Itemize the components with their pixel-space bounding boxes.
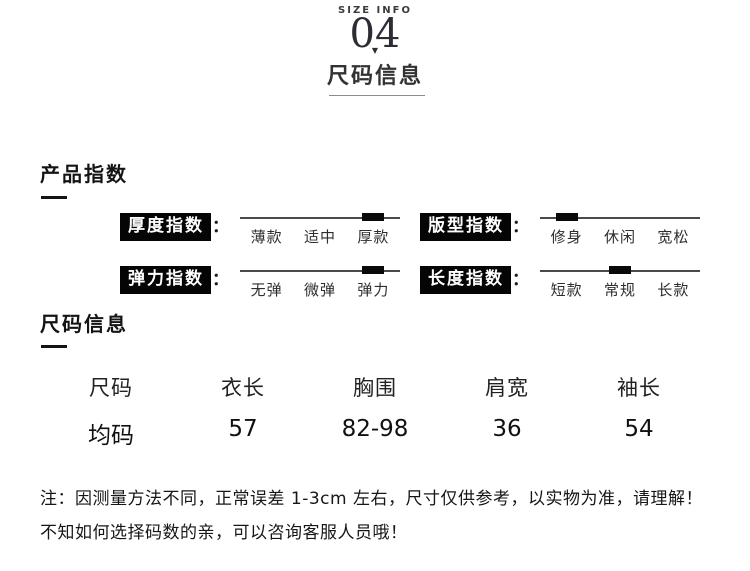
product-index-title: 产品指数 — [40, 162, 128, 186]
product-index-title-dash — [41, 196, 67, 199]
stretch-scale: 无弹 微弹 弹力 — [240, 266, 400, 310]
measurement-note: 注：因测量方法不同，正常误差 1-3cm 左右，尺寸仅供参考，以实物为准，请理解… — [40, 482, 730, 550]
scale-option: 长款 — [657, 281, 690, 299]
header-title: 尺码信息 — [326, 64, 423, 89]
fit-index-badge: 版型指数 — [420, 213, 511, 241]
scale-line — [240, 217, 400, 219]
thickness-scale: 薄款 适中 厚款 — [240, 213, 400, 257]
length-index: 长度指数 ： 短款 常规 长款 — [420, 266, 700, 310]
scale-option: 常规 — [603, 281, 636, 299]
fit-scale: 修身 休闲 宽松 — [540, 213, 700, 257]
scale-marker — [362, 213, 385, 221]
length-scale: 短款 常规 长款 — [540, 266, 700, 310]
note-line: 不知如何选择码数的亲，可以咨询客服人员哦！ — [40, 523, 408, 543]
index-colon: ： — [512, 270, 529, 290]
down-triangle-icon: ▼ — [371, 46, 379, 55]
stretch-index-badge: 弹力指数 — [120, 266, 211, 294]
thickness-index: 厚度指数 ： 薄款 适中 厚款 — [120, 213, 400, 257]
scale-marker — [609, 266, 631, 274]
scale-option: 短款 — [550, 281, 583, 299]
header-underline — [329, 95, 425, 96]
size-table-cell: 36 — [492, 416, 522, 442]
scale-options: 薄款 适中 厚款 — [240, 226, 400, 247]
size-table-cell: 54 — [624, 416, 654, 442]
scale-option: 微弹 — [303, 281, 336, 299]
scale-line — [240, 270, 400, 272]
size-table-header: 胸围 — [353, 376, 397, 400]
index-colon: ： — [512, 217, 529, 237]
size-table-cell: 57 — [228, 416, 258, 442]
size-table-header: 衣长 — [221, 376, 265, 400]
size-table-header: 袖长 — [617, 376, 661, 400]
size-table-header-row: 尺码 衣长 胸围 肩宽 袖长 — [45, 372, 705, 402]
thickness-index-badge: 厚度指数 — [120, 213, 211, 241]
scale-option: 薄款 — [250, 228, 283, 246]
scale-option: 休闲 — [603, 228, 636, 246]
stretch-index: 弹力指数 ： 无弹 微弹 弹力 — [120, 266, 400, 310]
scale-options: 修身 休闲 宽松 — [540, 226, 700, 247]
size-table-header: 尺码 — [89, 376, 133, 400]
scale-options: 无弹 微弹 弹力 — [240, 279, 400, 300]
scale-option: 适中 — [303, 228, 336, 246]
fit-index: 版型指数 ： 修身 休闲 宽松 — [420, 213, 700, 257]
scale-options: 短款 常规 长款 — [540, 279, 700, 300]
scale-option: 修身 — [550, 228, 583, 246]
scale-option: 厚款 — [357, 228, 390, 246]
header-eyebrow: SIZE INFO — [338, 5, 412, 16]
scale-line — [540, 217, 700, 219]
length-index-badge: 长度指数 — [420, 266, 511, 294]
index-colon: ： — [212, 270, 229, 290]
scale-option: 无弹 — [250, 281, 283, 299]
index-colon: ： — [212, 217, 229, 237]
scale-option: 弹力 — [357, 281, 390, 299]
size-table-row: 均码 57 82-98 36 54 — [45, 416, 705, 450]
size-table-header: 肩宽 — [485, 376, 529, 400]
scale-option: 宽松 — [657, 228, 690, 246]
size-info-title: 尺码信息 — [40, 312, 128, 336]
size-table-cell: 82-98 — [341, 416, 409, 442]
size-info-title-dash — [41, 345, 67, 348]
size-table-cell: 均码 — [88, 423, 134, 449]
header-section-number: 04 — [349, 11, 401, 57]
scale-marker — [555, 213, 578, 221]
scale-marker — [362, 266, 385, 274]
note-line: 注：因测量方法不同，正常误差 1-3cm 左右，尺寸仅供参考，以实物为准，请理解… — [40, 489, 703, 509]
